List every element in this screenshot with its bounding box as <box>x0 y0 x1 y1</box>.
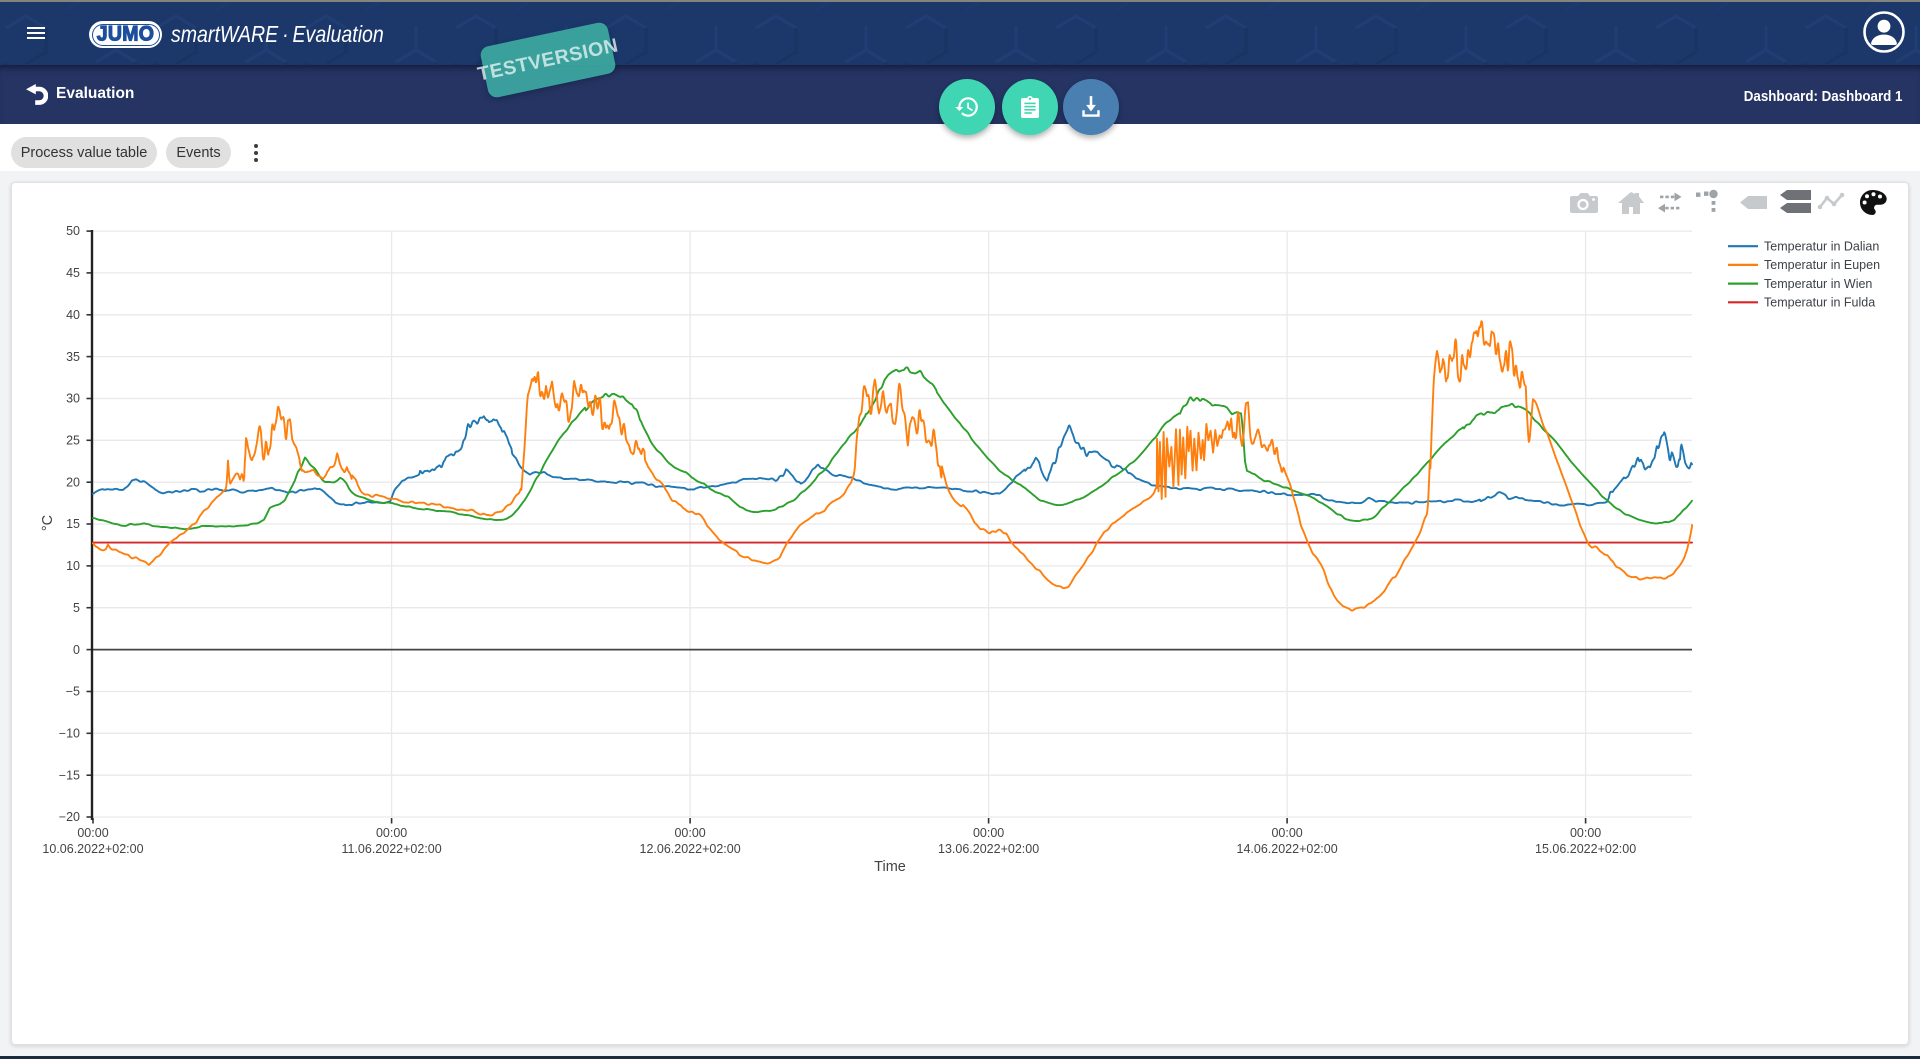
svg-text:−20: −20 <box>59 810 80 824</box>
svg-text:Temperatur in Dalian: Temperatur in Dalian <box>1764 240 1879 254</box>
svg-text:10.06.2022+02:00: 10.06.2022+02:00 <box>42 842 143 856</box>
svg-text:00:00: 00:00 <box>77 826 108 840</box>
svg-text:00:00: 00:00 <box>973 826 1004 840</box>
svg-text:11.06.2022+02:00: 11.06.2022+02:00 <box>341 842 441 856</box>
svg-text:Temperatur in Fulda: Temperatur in Fulda <box>1764 296 1875 310</box>
svg-text:Temperatur in Eupen: Temperatur in Eupen <box>1764 258 1880 272</box>
svg-text:−15: −15 <box>59 768 80 782</box>
svg-text:10: 10 <box>66 559 80 573</box>
svg-text:Time: Time <box>874 859 906 875</box>
svg-text:−5: −5 <box>66 685 80 699</box>
svg-text:0: 0 <box>73 643 80 657</box>
svg-text:12.06.2022+02:00: 12.06.2022+02:00 <box>640 842 741 856</box>
svg-text:35: 35 <box>66 350 80 364</box>
svg-text:25: 25 <box>66 434 80 448</box>
svg-text:30: 30 <box>66 392 80 406</box>
svg-text:Temperatur in Wien: Temperatur in Wien <box>1764 277 1872 291</box>
svg-text:00:00: 00:00 <box>1570 826 1601 840</box>
svg-text:15.06.2022+02:00: 15.06.2022+02:00 <box>1535 842 1636 856</box>
svg-text:45: 45 <box>66 266 80 280</box>
svg-text:5: 5 <box>73 601 80 615</box>
svg-text:00:00: 00:00 <box>1271 826 1302 840</box>
svg-text:50: 50 <box>66 224 80 238</box>
svg-text:15: 15 <box>66 517 80 531</box>
svg-text:°C: °C <box>40 515 56 531</box>
svg-text:20: 20 <box>66 475 80 489</box>
svg-text:13.06.2022+02:00: 13.06.2022+02:00 <box>938 842 1039 856</box>
svg-text:40: 40 <box>66 308 80 322</box>
svg-text:14.06.2022+02:00: 14.06.2022+02:00 <box>1237 842 1338 856</box>
svg-text:−10: −10 <box>59 727 80 741</box>
svg-text:00:00: 00:00 <box>376 826 407 840</box>
svg-text:00:00: 00:00 <box>674 826 705 840</box>
